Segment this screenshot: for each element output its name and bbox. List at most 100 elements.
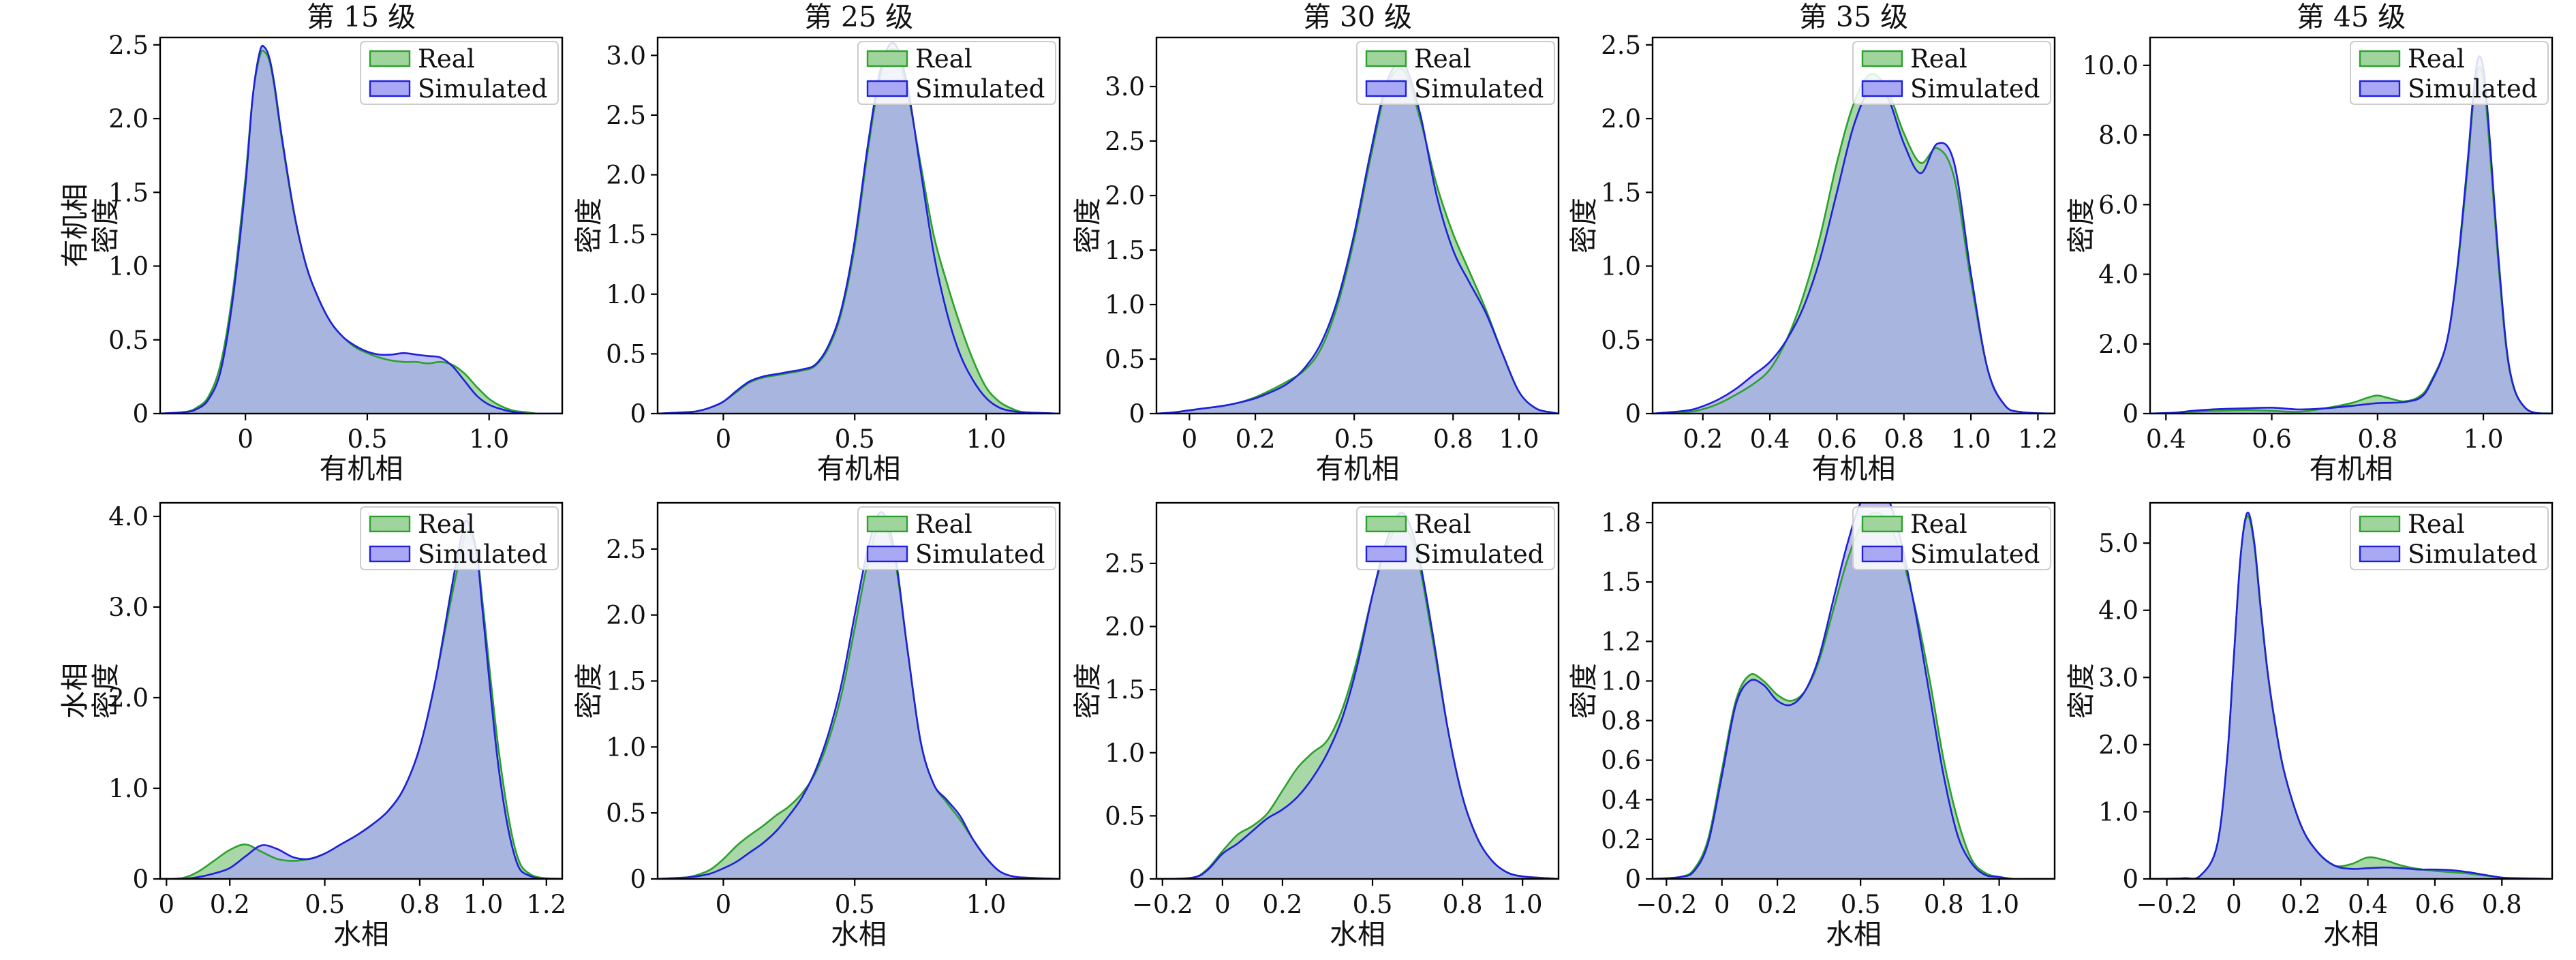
legend-real-swatch — [2359, 50, 2401, 67]
legend-real-label: Real — [1414, 44, 1471, 74]
legend-simulated-label: Simulated — [915, 540, 1045, 569]
y-tick-label: 2.5 — [1601, 31, 1641, 60]
y-tick-label: 1.0 — [606, 732, 646, 762]
x-tick-label: 0.2 — [1236, 424, 1276, 454]
simulated-density-line — [160, 44, 562, 414]
legend-real-swatch — [866, 515, 908, 533]
x-axis-label: 水相 — [1826, 918, 1882, 950]
legend-simulated-label: Simulated — [418, 74, 547, 104]
y-tick-label: 0 — [1625, 865, 1641, 894]
plot-area — [658, 42, 1060, 414]
legend-simulated-swatch — [369, 80, 411, 97]
x-tick-label: 1.0 — [966, 890, 1007, 919]
kde-panel-9: −0.2 0 0.2 0.5 0.8 1.000.20.40.60.81.01.21.51… — [1567, 501, 2056, 950]
real-density-line — [2150, 515, 2552, 879]
y-tick-label: 0 — [1129, 399, 1145, 429]
x-tick-label: 1.0 — [469, 424, 509, 454]
y-tick-label: 0.8 — [1601, 707, 1641, 736]
x-tick-label: 0 — [1214, 890, 1231, 919]
x-tick-label: 0.2 — [1683, 424, 1723, 454]
legend-real-swatch — [1365, 515, 1407, 533]
simulated-density-area — [1156, 512, 1559, 879]
legend-simulated-swatch — [1365, 545, 1407, 563]
x-tick-label: 0.2 — [210, 890, 250, 919]
y-tick-label: 0.4 — [1601, 786, 1641, 815]
y-tick-label: 0 — [630, 399, 646, 429]
x-tick-label: 0 — [2226, 890, 2242, 919]
legend-real-label: Real — [1414, 510, 1471, 539]
y-tick-label: 1.5 — [1105, 236, 1145, 265]
axes-frame — [1155, 36, 1560, 415]
x-tick-label: 0 — [159, 890, 175, 919]
panel-title: 第 35 级 — [1799, 1, 1908, 33]
legend-simulated-swatch — [1861, 545, 1903, 563]
legend-real-swatch — [866, 50, 908, 67]
y-tick-label: 0 — [1129, 865, 1145, 894]
kde-panel-5: 0.4 0.6 0.8 1.0 0 2.0 4.0 6.0 8.0 10.0 有机相 密度 第 45 级… — [2065, 1, 2554, 485]
x-tick-label: 1.0 — [966, 424, 1007, 454]
x-tick-label: 0.6 — [1817, 424, 1857, 454]
axes-frame — [656, 501, 1061, 880]
y-tick-label: 2.0 — [108, 683, 149, 713]
y-tick-label: 0 — [132, 399, 149, 429]
y-tick-label: 2.0 — [108, 104, 149, 134]
y-tick-label: 3.0 — [606, 41, 646, 70]
x-tick-label: 0.8 — [2482, 890, 2522, 919]
y-tick-label: 3.0 — [2098, 663, 2138, 692]
y-tick-label: 10.0 — [2083, 51, 2138, 80]
x-tick-label: 0.5 — [1334, 424, 1375, 454]
legend-real-label: Real — [418, 44, 475, 74]
y-axis-label: 密度 — [1567, 663, 1600, 719]
plot-area — [1653, 73, 2055, 414]
y-tick-label: 0.5 — [1105, 801, 1145, 831]
y-tick-label: 2.0 — [606, 601, 646, 630]
y-axis-label-line: 有机相 — [59, 184, 91, 268]
y-tick-label: 0 — [2122, 865, 2138, 894]
y-tick-label: 2.5 — [1105, 127, 1145, 156]
x-tick-label: 0.4 — [1750, 424, 1790, 454]
legend-simulated-swatch — [866, 545, 908, 563]
x-tick-label: 0.4 — [2348, 890, 2388, 919]
y-axis-label-line: 密度 — [89, 663, 122, 719]
y-tick-label: 0.5 — [606, 339, 646, 369]
legend-simulated-label: Simulated — [1910, 540, 2040, 569]
axes-frame — [159, 36, 564, 415]
y-tick-label: 2.0 — [1601, 104, 1641, 134]
legend-simulated-swatch — [1861, 80, 1903, 97]
plot-area — [658, 511, 1060, 879]
legend-real-swatch — [1861, 515, 1903, 533]
x-axis-label: 水相 — [2323, 918, 2379, 950]
legend-real-swatch — [369, 515, 411, 533]
x-axis-label: 有机相 — [2310, 452, 2393, 485]
x-tick-label: 1.0 — [1979, 890, 2019, 919]
x-tick-label: 1.0 — [1503, 890, 1543, 919]
y-tick-label: 1.0 — [108, 774, 149, 803]
y-tick-label: 2.5 — [606, 101, 646, 130]
legend-simulated-swatch — [369, 545, 411, 563]
x-tick-label: 0.5 — [835, 890, 875, 919]
legend-simulated-label: Simulated — [2408, 74, 2537, 104]
plot-area — [160, 44, 562, 414]
x-axis-label: 有机相 — [1316, 452, 1400, 485]
simulated-density-area — [1653, 87, 2055, 414]
y-tick-label: 3.0 — [108, 593, 149, 622]
y-tick-label: 1.5 — [1105, 675, 1145, 704]
y-tick-label: 0.5 — [1105, 345, 1145, 374]
x-tick-label: 0.5 — [1841, 890, 1881, 919]
y-tick-label: 0 — [2122, 399, 2138, 429]
kde-panel-3: 0 0.2 0.5 0.8 1.0 0 0.5 1.0 1.5 2.0 2.5 3.0 有机相 密度 第 3… — [1071, 1, 1560, 485]
y-tick-label: 2.0 — [1105, 613, 1145, 642]
y-tick-label: 2.5 — [1105, 549, 1145, 578]
x-tick-label: 1.0 — [1951, 424, 1991, 454]
simulated-density-line — [2150, 55, 2552, 414]
x-tick-label: 0 — [716, 424, 732, 454]
plot-area — [2150, 55, 2552, 414]
y-tick-label: 0.5 — [606, 799, 646, 828]
simulated-density-line — [1156, 512, 1559, 879]
